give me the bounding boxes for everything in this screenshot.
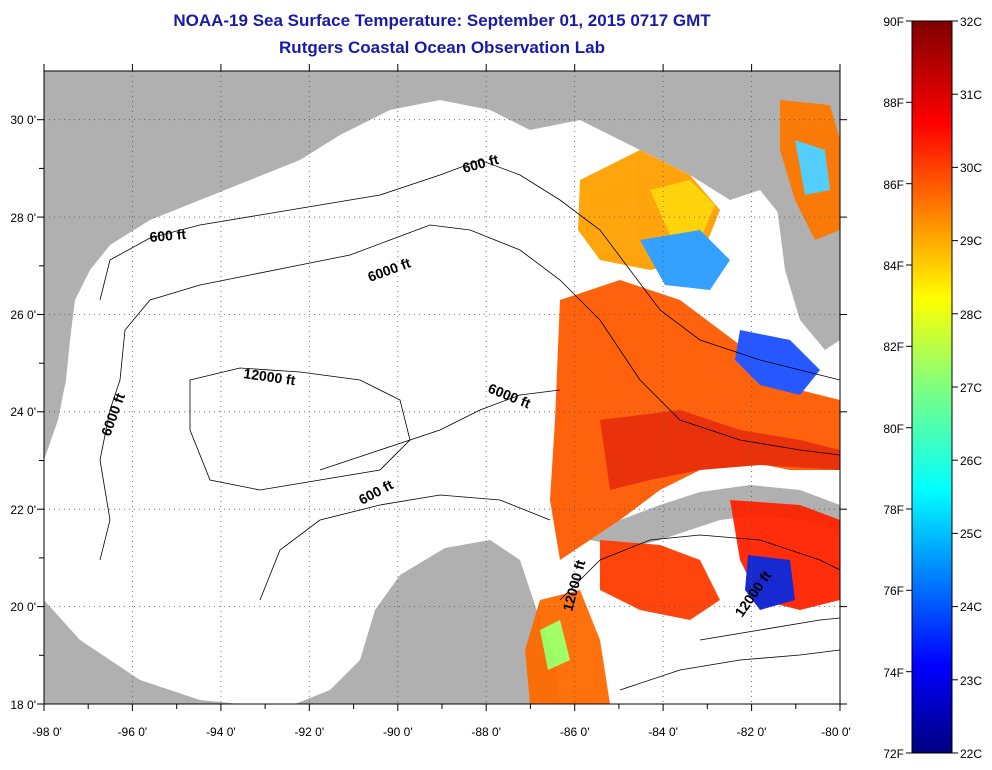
colorbar-c-label: 24C (960, 600, 982, 614)
lat-tick-label: 22 0' (10, 503, 36, 517)
yucatan-land (295, 540, 560, 704)
lat-tick-label: 30 0' (10, 113, 36, 127)
lon-tick-label: -96 0' (118, 725, 148, 739)
colorbar-f-label: 76F (883, 584, 904, 598)
mexico-south-land (44, 600, 240, 704)
colorbar-c-label: 25C (960, 527, 982, 541)
colorbar-f-label: 88F (883, 96, 904, 110)
lat-tick-label: 18 0' (10, 698, 36, 712)
lon-tick-label: -80 0' (821, 725, 851, 739)
colorbar-f-label: 74F (883, 666, 904, 680)
lon-tick-label: -98 0' (32, 725, 62, 739)
axis-ticks (37, 64, 847, 711)
colorbar-f-label: 84F (883, 259, 904, 273)
contour-label: 12000 ft (243, 365, 297, 388)
colorbar-c-label: 28C (960, 308, 982, 322)
colorbar-ticks (906, 20, 958, 754)
colorbar-f-label: 82F (883, 340, 904, 354)
map-subtitle: Rutgers Coastal Ocean Observation Lab (279, 38, 605, 57)
colorbar-c-label: 27C (960, 381, 982, 395)
lat-tick-label: 26 0' (10, 308, 36, 322)
lat-tick-label: 28 0' (10, 211, 36, 225)
latlon-grid (44, 71, 840, 704)
lat-tick-label: 24 0' (10, 405, 36, 419)
colorbar-f-label: 80F (883, 422, 904, 436)
cuba-land (590, 485, 840, 548)
colorbar-f-label: 86F (883, 178, 904, 192)
colorbar-c-label: 29C (960, 234, 982, 248)
colorbar-f-label: 78F (883, 503, 904, 517)
colorbar-c-label: 26C (960, 454, 982, 468)
lon-tick-label: -84 0' (648, 725, 678, 739)
lon-tick-label: -82 0' (737, 725, 767, 739)
bathymetry-contours (99, 159, 840, 691)
lon-tick-label: -86 0' (560, 725, 590, 739)
sst-data-overlay (525, 100, 840, 704)
temperature-colorbar (911, 20, 953, 754)
contour-label: 600 ft (149, 226, 187, 245)
lat-tick-label: 20 0' (10, 600, 36, 614)
colorbar-c-label: 32C (960, 15, 982, 29)
colorbar-c-label: 31C (960, 88, 982, 102)
colorbar-c-label: 30C (960, 161, 982, 175)
lon-tick-label: -92 0' (294, 725, 324, 739)
colorbar-f-label: 72F (883, 747, 904, 761)
colorbar-c-label: 23C (960, 674, 982, 688)
map-title: NOAA-19 Sea Surface Temperature: Septemb… (173, 11, 711, 30)
colorbar-f-label: 90F (883, 15, 904, 29)
lon-tick-label: -88 0' (471, 725, 501, 739)
lon-tick-label: -90 0' (383, 725, 413, 739)
colorbar-c-label: 22C (960, 747, 982, 761)
lon-tick-label: -94 0' (206, 725, 236, 739)
